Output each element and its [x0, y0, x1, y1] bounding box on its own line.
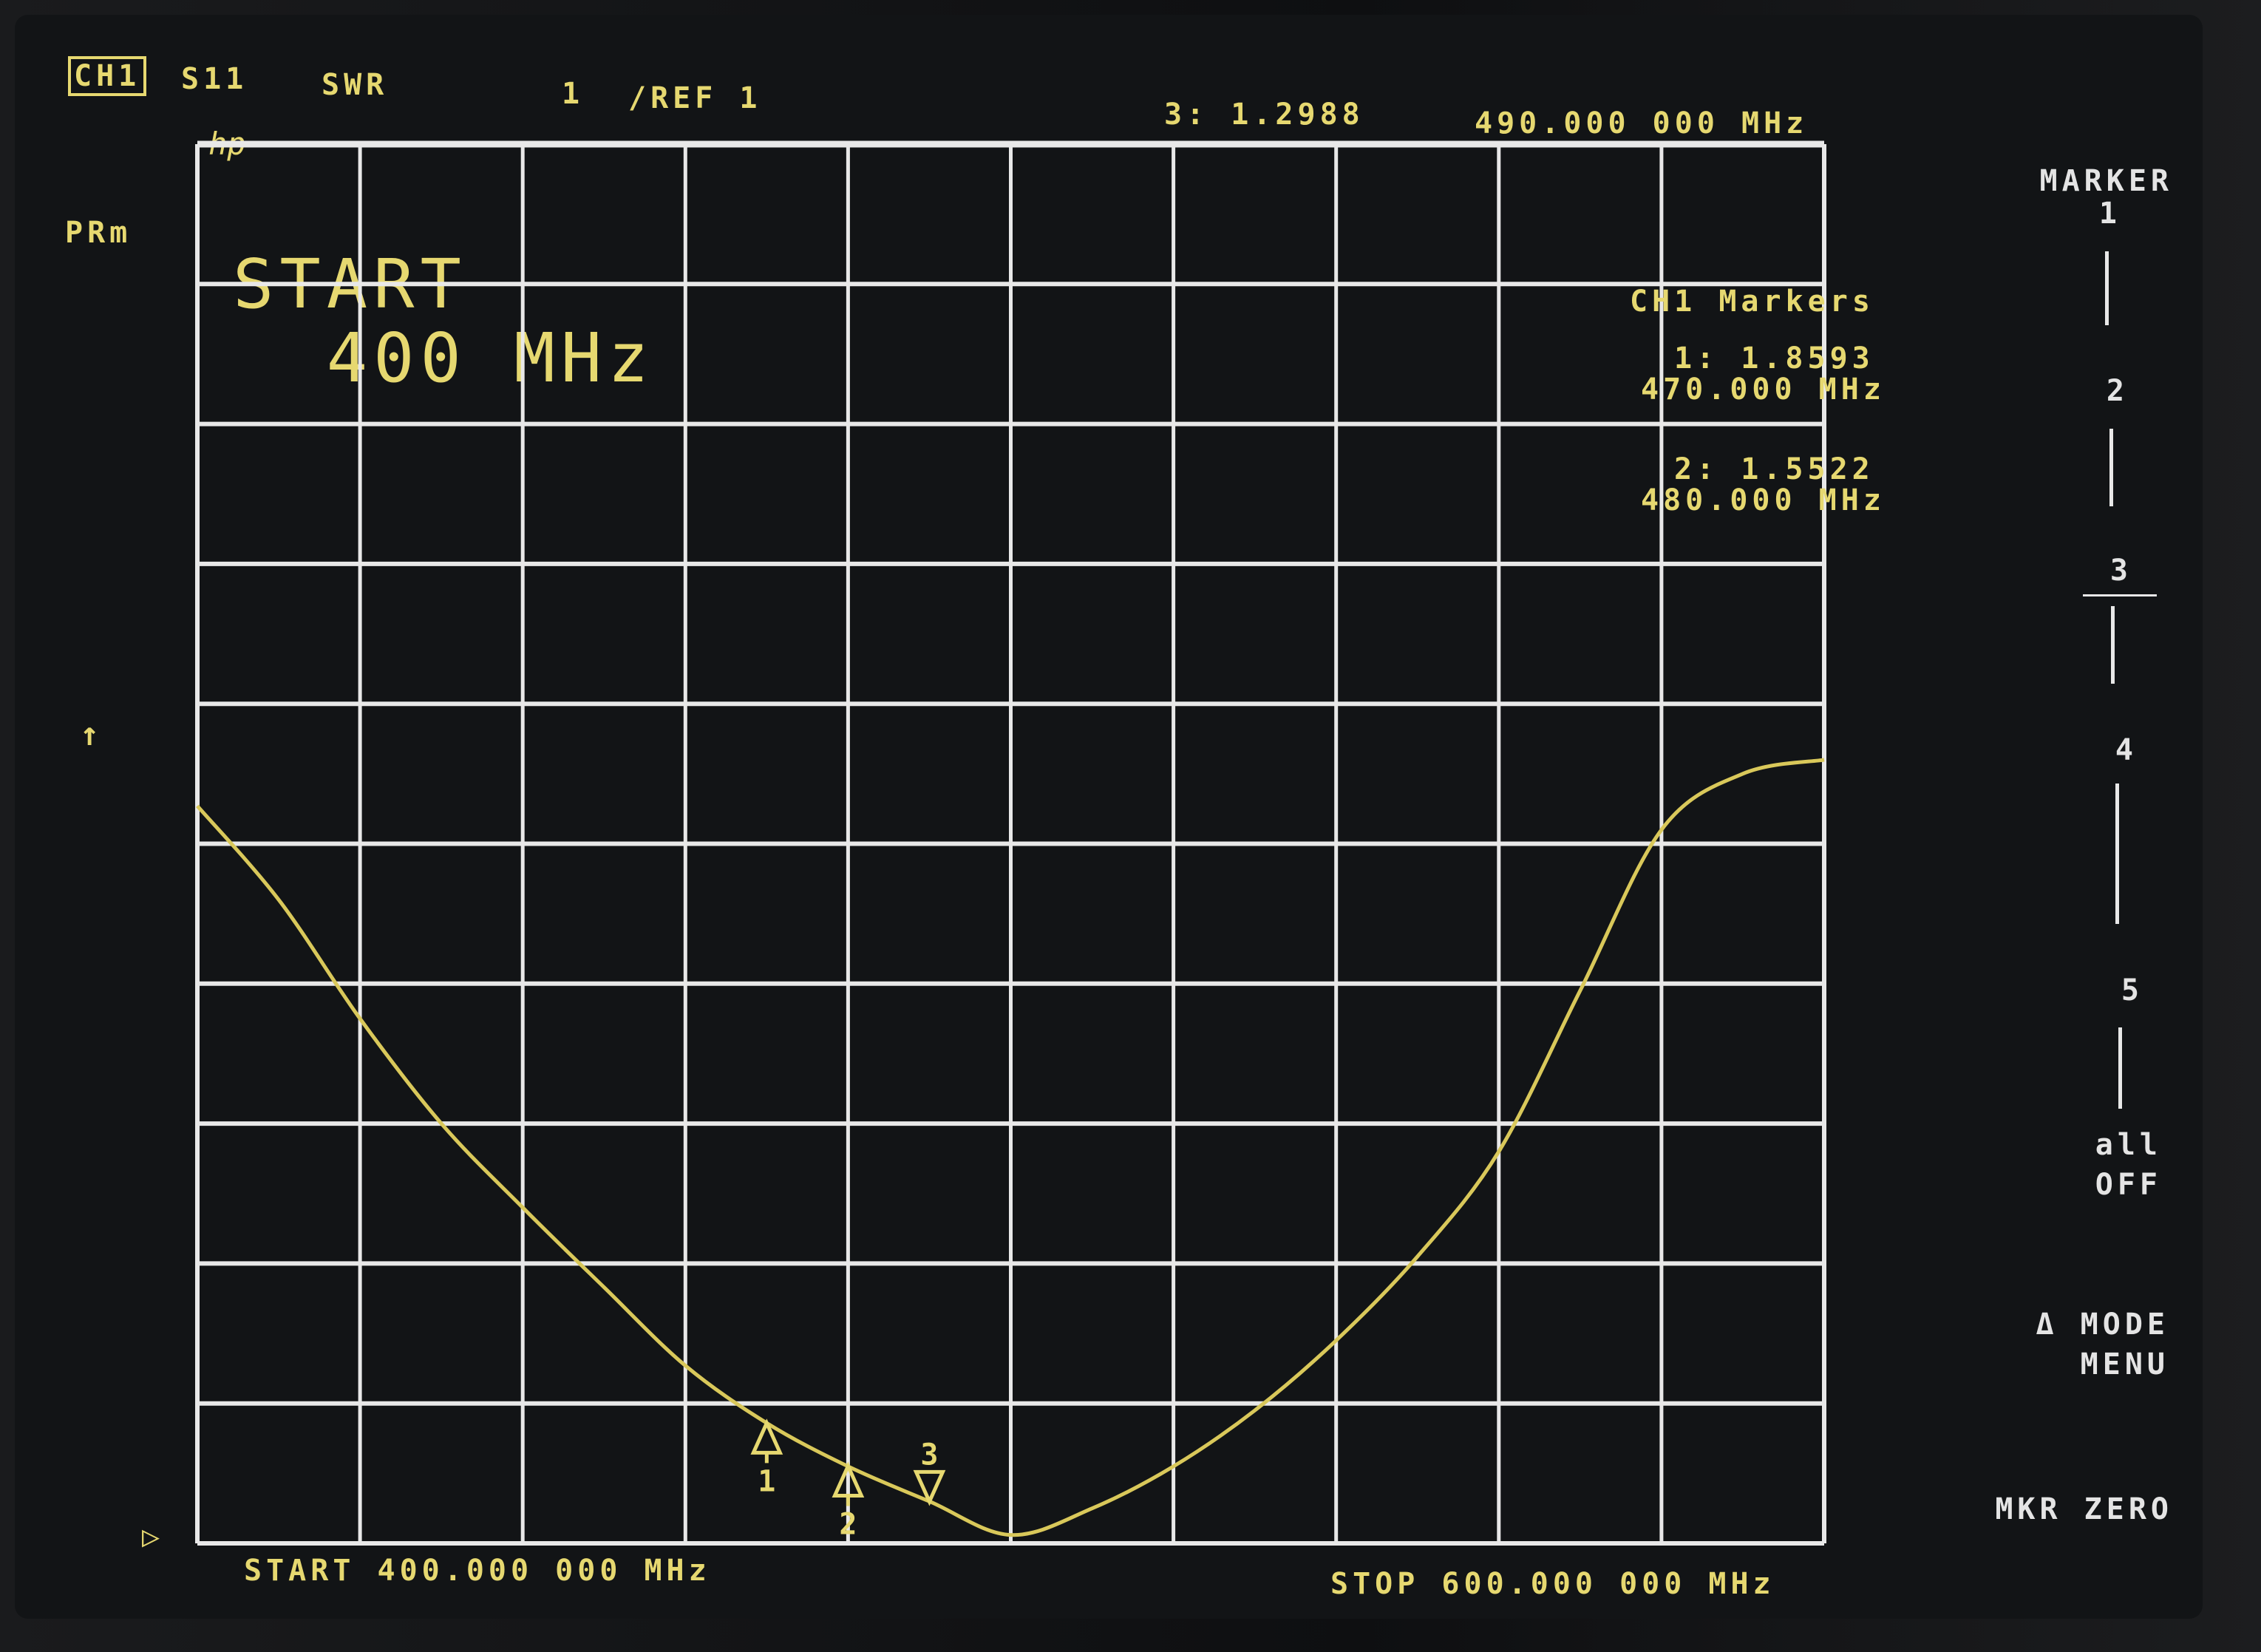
softkey-divider — [2115, 783, 2119, 924]
softkey-all-off[interactable]: all OFF — [2095, 1128, 2162, 1202]
marker-2-label: 2 — [839, 1507, 857, 1541]
marker-1-value: 1: 1.8593 — [1674, 341, 1874, 375]
softkey-divider — [2109, 429, 2113, 506]
active-marker-value: 3: 1.2988 — [1164, 98, 1364, 132]
selected-softkey-indicator — [2083, 594, 2157, 596]
active-marker-frequency: 490.000 000 MHz — [1475, 106, 1809, 140]
marker-3-triangle — [913, 1469, 946, 1506]
stop-frequency: STOP 600.000 000 MHz — [1330, 1567, 1775, 1601]
softkey-divider — [2118, 1027, 2122, 1109]
marker-2-triangle — [832, 1461, 865, 1506]
start-frequency: START 400.000 000 MHz — [244, 1554, 711, 1588]
swr-trace — [196, 758, 1825, 1537]
softkey-marker-1[interactable]: 1 — [2098, 197, 2121, 231]
marker-2-value: 2: 1.5522 — [1674, 452, 1874, 486]
channel-indicator: CH1 — [68, 56, 147, 96]
marker-3-label: 3 — [920, 1438, 938, 1472]
reference-position-icon: ▷ — [142, 1520, 165, 1554]
marker-1-label: 1 — [758, 1464, 775, 1498]
softkey-mkr-zero[interactable]: MKR ZERO — [1995, 1492, 2173, 1526]
up-arrow-icon: ↑ — [80, 715, 104, 753]
marker-1-triangle — [750, 1418, 783, 1464]
prm-label: PRm — [65, 216, 132, 250]
softkey-marker-3[interactable]: 3 — [2109, 554, 2132, 588]
reference-label: /REF 1 — [628, 81, 762, 115]
entry-line-2: 400 MHz — [233, 319, 655, 398]
marker-2-frequency: 480.000 MHz — [1641, 483, 1886, 517]
format-label: SWR — [322, 68, 389, 102]
markers-panel-title: CH1 Markers — [1630, 285, 1874, 319]
marker-1-frequency: 470.000 MHz — [1641, 373, 1886, 407]
softkey-divider — [2111, 606, 2115, 684]
parameter-label: S11 — [181, 62, 248, 96]
softkey-divider — [2105, 251, 2109, 325]
softkey-delta-mode-menu[interactable]: Δ MODE MENU — [2036, 1308, 2169, 1381]
softkey-marker-5[interactable]: 5 — [2121, 973, 2143, 1007]
softkey-marker-2[interactable]: 2 — [2106, 374, 2129, 408]
softkey-menu-title: MARKER — [2039, 164, 2173, 198]
softkey-marker-4[interactable]: 4 — [2115, 733, 2138, 767]
scale-label: 1 — [562, 77, 585, 111]
